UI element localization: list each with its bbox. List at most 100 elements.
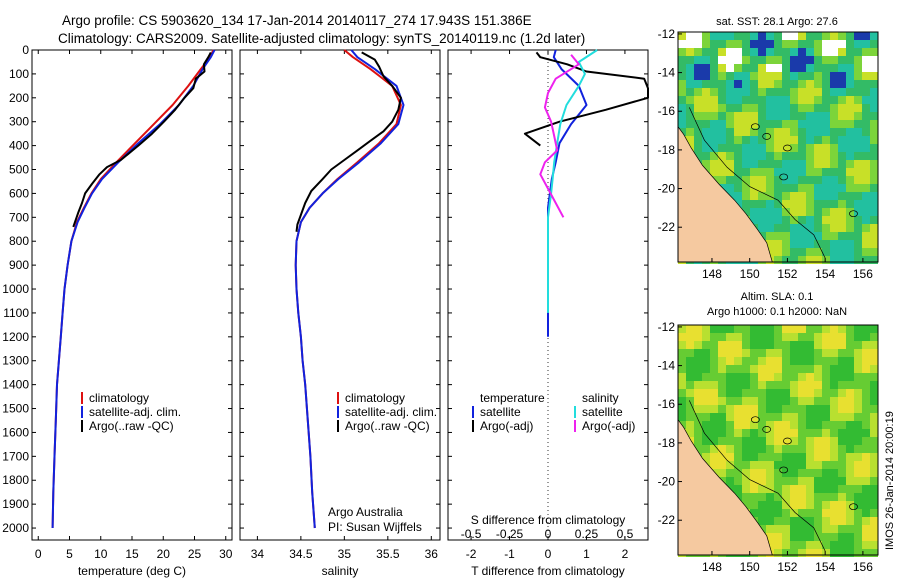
map-cell — [774, 509, 782, 517]
map-cell — [694, 389, 702, 397]
sst-map-title: sat. SST: 28.1 Argo: 27.6 — [716, 16, 838, 28]
reef-outline — [849, 503, 858, 511]
map-cell — [814, 517, 822, 525]
map-cell — [750, 477, 758, 485]
reef-outline — [779, 466, 789, 474]
map-cell — [790, 445, 798, 453]
map-cell — [838, 341, 846, 349]
map-cell — [766, 525, 774, 533]
lat-tick-label: -14 — [658, 66, 676, 80]
map-cell — [798, 48, 806, 56]
map-cell — [718, 429, 726, 437]
map-cell — [862, 381, 870, 389]
map-cell — [854, 405, 862, 413]
map-cell — [710, 120, 718, 128]
map-cell — [702, 357, 710, 365]
map-cell — [862, 136, 870, 144]
map-cell — [710, 437, 718, 445]
map-cell — [758, 341, 766, 349]
map-cell — [830, 445, 838, 453]
map-cell — [774, 88, 782, 96]
map-cell — [798, 365, 806, 373]
map-cell — [766, 501, 774, 509]
map-cell — [798, 32, 806, 40]
map-cell — [862, 453, 870, 461]
s-difference-tick-labels: -0.5 -0.25 0 0.25 0.5 — [461, 527, 634, 541]
map-cell — [806, 248, 814, 256]
map-cell — [870, 248, 878, 256]
map-cell — [790, 517, 798, 525]
map-cell — [718, 341, 726, 349]
map-cell — [798, 541, 806, 549]
map-cell — [718, 365, 726, 373]
depth-tick-label: 2000 — [2, 521, 29, 535]
map-cell — [830, 208, 838, 216]
map-cell — [758, 501, 766, 509]
map-cell — [862, 461, 870, 469]
map-cell — [718, 104, 726, 112]
lon-tick-label: 152 — [777, 267, 797, 281]
map-cell — [758, 112, 766, 120]
map-cell — [854, 349, 862, 357]
map-cell — [822, 232, 830, 240]
map-cell — [838, 469, 846, 477]
map-cell — [710, 152, 718, 160]
map-cell — [718, 120, 726, 128]
map-cell — [678, 96, 686, 104]
map-cell — [766, 248, 774, 256]
map-cell — [718, 48, 726, 56]
map-cell — [790, 248, 798, 256]
map-cell — [726, 128, 734, 136]
map-cell — [806, 549, 814, 557]
map-cell — [726, 64, 734, 72]
map-cell — [870, 72, 878, 80]
map-cell — [814, 176, 822, 184]
map-cell — [734, 437, 742, 445]
map-cell — [726, 341, 734, 349]
map-cell — [782, 112, 790, 120]
map-cell — [846, 40, 854, 48]
map-cell — [750, 341, 758, 349]
map-cell — [790, 88, 798, 96]
lat-tick-label: -12 — [658, 320, 676, 334]
reef-outline — [849, 210, 858, 218]
map-cell — [790, 541, 798, 549]
map-cell — [806, 421, 814, 429]
map-cell — [718, 373, 726, 381]
map-cell — [686, 40, 694, 48]
map-cell — [726, 397, 734, 405]
map-cell — [742, 32, 750, 40]
map-cell — [814, 144, 822, 152]
map-cell — [742, 469, 750, 477]
map-cell — [742, 176, 750, 184]
map-cell — [774, 501, 782, 509]
map-cell — [678, 40, 686, 48]
x-tick-label: -1 — [504, 547, 515, 561]
map-cell — [734, 56, 742, 64]
map-cell — [838, 120, 846, 128]
map-cell — [774, 152, 782, 160]
map-cell — [790, 208, 798, 216]
legend-label-satellite: satellite-adj. clim. — [345, 405, 437, 419]
map-cell — [846, 533, 854, 541]
map-cell — [854, 216, 862, 224]
map-cell — [742, 136, 750, 144]
map-cell — [750, 493, 758, 501]
map-cell — [790, 349, 798, 357]
map-cell — [718, 88, 726, 96]
temperature-axis-label: temperature (deg C) — [78, 564, 186, 578]
map-cell — [862, 112, 870, 120]
map-cell — [686, 405, 694, 413]
map-cell — [798, 184, 806, 192]
map-cell — [846, 373, 854, 381]
map-cell — [838, 397, 846, 405]
s-tick-label: 0.5 — [617, 527, 634, 541]
map-cell — [846, 381, 854, 389]
map-cell — [758, 509, 766, 517]
map-cell — [814, 104, 822, 112]
map-cell — [838, 48, 846, 56]
map-cell — [686, 32, 694, 40]
map-cell — [862, 357, 870, 365]
lat-tick-label: -18 — [658, 143, 676, 157]
map-cell — [830, 184, 838, 192]
